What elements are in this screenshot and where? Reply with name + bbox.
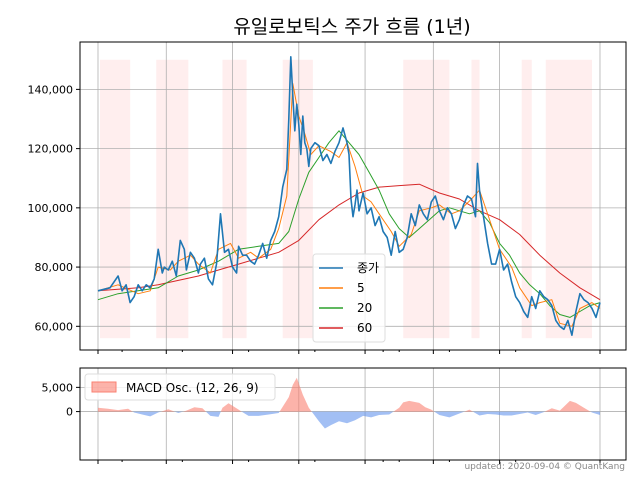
macd-legend: MACD Osc. (12, 26, 9)	[84, 373, 276, 401]
macd-area-positive	[183, 407, 206, 412]
price-axes-frame	[79, 41, 627, 351]
highlight-band-1	[156, 59, 189, 339]
footer-credit: updated: 2020-09-04 © QuantKang	[464, 462, 625, 472]
price-series	[97, 55, 601, 337]
macd-area-negative	[311, 411, 394, 429]
macd-x-axis	[97, 460, 601, 464]
price-legend-box	[312, 253, 386, 343]
macd-series	[98, 377, 600, 429]
macd-area-negative	[241, 411, 280, 416]
price-y-tick-label: 100,000	[28, 202, 74, 215]
macd-legend-label: MACD Osc. (12, 26, 9)	[126, 381, 259, 395]
macd-area-negative	[590, 411, 600, 415]
legend-label-3: 60	[357, 321, 372, 335]
macd-area-negative	[174, 411, 184, 413]
legend-label-0: 종가	[357, 261, 379, 275]
macd-area-positive	[464, 409, 473, 412]
macd-area-positive	[279, 377, 312, 412]
macd-area-positive	[220, 403, 242, 412]
price-legend: 종가 5 20 60	[312, 253, 386, 343]
macd-area-positive	[544, 400, 591, 412]
macd-y-tick-label: 0	[66, 406, 73, 419]
highlight-band-2	[222, 59, 247, 339]
price-y-tick-label: 80,000	[35, 261, 74, 274]
macd-chart: 0 5,000 MACD Osc. (12, 26, 9)	[42, 367, 627, 464]
legend-label-1: 5	[357, 281, 365, 295]
macd-legend-box	[84, 373, 276, 401]
macd-area-positive	[98, 407, 133, 412]
highlight-bands	[100, 59, 592, 339]
price-chart: 60,000 80,000 100,000 120,000 140,000 종가 5 20 6…	[28, 41, 627, 354]
series-line-0	[97, 55, 601, 337]
macd-area-negative	[132, 411, 162, 417]
legend-label-2: 20	[357, 301, 372, 315]
macd-area-negative	[434, 411, 465, 418]
price-y-axis: 60,000 80,000 100,000 120,000 140,000	[28, 83, 80, 333]
macd-area-negative	[472, 411, 545, 416]
macd-axes-frame	[79, 367, 627, 461]
price-y-tick-label: 60,000	[35, 320, 74, 333]
macd-y-tick-label: 5,000	[42, 381, 74, 394]
macd-legend-swatch	[91, 381, 117, 393]
highlight-band-0	[100, 59, 131, 339]
highlight-band-3	[282, 59, 313, 339]
series-line-1	[97, 83, 601, 327]
highlight-band-4	[403, 59, 450, 339]
macd-area-positive	[393, 400, 435, 412]
highlight-band-7	[545, 59, 592, 339]
macd-y-axis: 0 5,000	[42, 381, 80, 419]
series-line-3	[97, 183, 601, 301]
macd-area-negative	[205, 411, 221, 417]
price-x-axis	[97, 350, 601, 354]
chart-title: 유일로보틱스 주가 흐름 (1년)	[233, 16, 470, 38]
price-y-tick-label: 140,000	[28, 83, 74, 96]
highlight-band-6	[521, 59, 532, 339]
price-y-tick-label: 120,000	[28, 143, 74, 156]
macd-area-positive	[161, 409, 175, 412]
